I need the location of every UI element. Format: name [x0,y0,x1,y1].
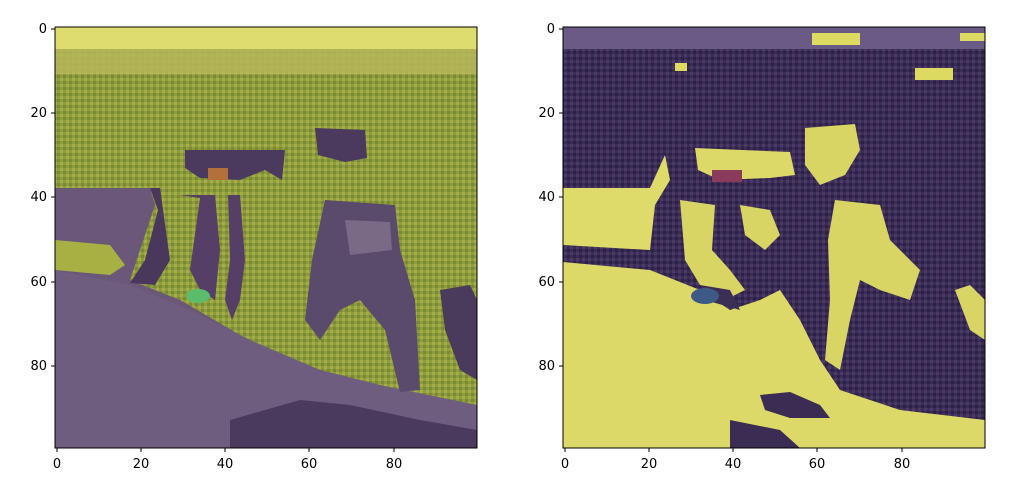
right-x-tick-label: 40 [725,457,742,472]
left-y-tick-label: 0 [39,22,47,37]
right-y-axis: 0 20 40 60 80 [538,22,563,374]
right-x-tick-label: 0 [561,457,569,472]
left-x-tick-label: 80 [386,457,403,472]
left-y-tick-label: 40 [30,190,47,205]
right-heatmap-image [563,27,985,448]
left-x-tick-label: 0 [53,457,61,472]
right-x-tick-label: 80 [894,457,911,472]
right-x-tick-label: 20 [641,457,658,472]
right-y-tick-label: 60 [538,275,555,290]
right-x-axis: 0 20 40 60 80 [561,448,910,472]
right-y-tick-label: 0 [547,22,555,37]
right-axes-frame [562,26,986,449]
right-x-tick-label: 60 [809,457,826,472]
left-x-tick-label: 20 [133,457,150,472]
left-heatmap-image [55,27,477,448]
right-y-tick-label: 20 [538,106,555,121]
left-axes-frame [54,26,478,449]
left-y-tick-label: 60 [30,275,47,290]
left-y-tick-label: 80 [30,359,47,374]
right-y-tick-label: 80 [538,359,555,374]
left-panel: 0 20 40 60 80 0 20 40 60 80 [30,22,478,472]
left-x-tick-label: 40 [217,457,234,472]
right-y-tick-label: 40 [538,190,555,205]
left-y-tick-label: 20 [30,106,47,121]
right-panel: 0 20 40 60 80 0 20 40 60 80 [538,22,986,472]
left-x-tick-label: 60 [301,457,318,472]
left-x-axis: 0 20 40 60 80 [53,448,402,472]
left-y-axis: 0 20 40 60 80 [30,22,55,374]
